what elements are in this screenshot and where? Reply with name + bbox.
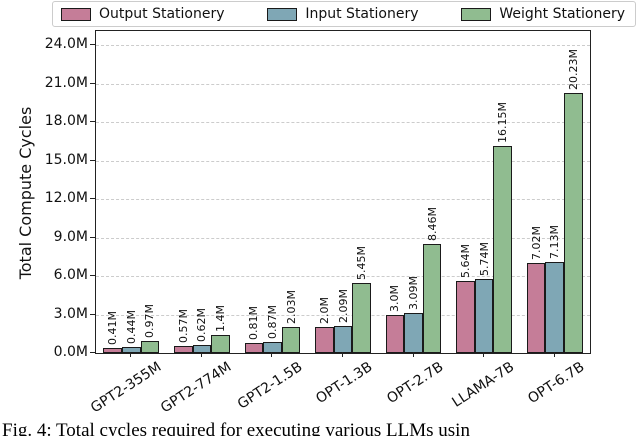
bar-value-label: 0.44M <box>124 310 138 345</box>
bar-value-label: 2.0M <box>317 297 331 325</box>
bar-value-label: 7.13M <box>548 224 562 259</box>
legend-item-input-stationery: Input Stationery <box>267 6 419 22</box>
x-category-label-gpt2-355m: GPT2-355M <box>87 359 165 417</box>
bar-weight-stationery-llama-7b <box>493 145 513 353</box>
bar-value-label: 20.23M <box>566 49 580 91</box>
bar-value-label: 5.64M <box>459 243 473 278</box>
bar-output-stationery-llama-7b <box>456 280 475 353</box>
y-tick-label: 24.0M <box>44 36 88 52</box>
x-tick-mark <box>342 352 343 357</box>
bar-input-stationery-opt-1.3b <box>333 326 353 353</box>
y-gridline <box>96 314 590 316</box>
y-gridline <box>96 160 590 162</box>
bar-input-stationery-opt-2.7b <box>404 313 423 353</box>
bar-value-label: 1.4M <box>213 305 227 333</box>
bar-weight-stationery-opt-2.7b <box>422 244 442 353</box>
x-tick-mark <box>130 352 132 357</box>
y-tick-mark <box>90 352 95 353</box>
x-category-label-opt-2.7b: OPT-2.7B <box>384 359 447 408</box>
y-tick-label: 15.0M <box>44 151 88 168</box>
bar-value-label: 0.97M <box>143 303 157 338</box>
x-tick-mark <box>553 352 555 357</box>
bar-value-label: 7.02M <box>529 225 543 260</box>
y-tick-label: 6.0M <box>53 267 88 283</box>
bar-input-stationery-gpt2-774m <box>192 345 212 353</box>
x-category-label-gpt2-774m: GPT2-774M <box>158 359 235 417</box>
bar-weight-stationery-gpt2-1.5b <box>281 326 301 353</box>
x-tick-mark <box>483 352 485 357</box>
bar-weight-stationery-opt-1.3b <box>352 283 371 353</box>
x-category-label-opt-6.7b: OPT-6.7B <box>525 359 588 408</box>
bar-weight-stationery-gpt2-355m <box>140 340 160 353</box>
bar-input-stationery-llama-7b <box>474 279 494 353</box>
bar-output-stationery-gpt2-355m <box>103 347 122 353</box>
bar-value-label: 2.09M <box>336 289 350 324</box>
y-tick-label: 3.0M <box>53 305 88 322</box>
x-tick-mark <box>200 352 202 357</box>
y-tick-label: 0.0M <box>53 344 88 360</box>
bar-input-stationery-opt-6.7b <box>545 261 564 353</box>
bar-value-label: 2.03M <box>284 289 298 324</box>
bar-value-label: 0.41M <box>106 310 120 345</box>
y-gridline <box>96 45 590 46</box>
bar-input-stationery-gpt2-1.5b <box>263 341 282 353</box>
y-tick-label: 21.0M <box>44 74 88 91</box>
y-gridline <box>96 83 590 85</box>
bar-value-label: 8.46M <box>425 207 439 242</box>
weight-stationery-swatch-icon <box>461 7 492 21</box>
input-stationery-swatch-icon <box>267 7 298 21</box>
y-tick-label: 12.0M <box>44 190 88 206</box>
bar-value-label: 3.0M <box>388 284 402 312</box>
bar-value-label: 0.62M <box>195 308 209 343</box>
bar-output-stationery-opt-1.3b <box>315 327 334 353</box>
y-tick-label: 18.0M <box>44 113 88 129</box>
bar-value-label: 16.15M <box>496 101 510 143</box>
legend-item-weight-stationery: Weight Stationery <box>461 6 625 22</box>
bar-input-stationery-gpt2-355m <box>121 347 141 353</box>
legend-label: Input Stationery <box>305 6 419 22</box>
bar-value-label: 0.87M <box>265 304 279 339</box>
bar-weight-stationery-gpt2-774m <box>211 335 230 353</box>
x-tick-mark <box>412 352 414 357</box>
legend-label: Weight Stationery <box>499 6 625 22</box>
y-tick-mark <box>90 313 95 315</box>
y-gridline <box>96 122 590 123</box>
y-tick-mark <box>90 82 95 84</box>
y-gridline <box>96 199 590 200</box>
legend-item-output-stationery: Output Stationery <box>61 6 225 22</box>
bar-output-stationery-gpt2-774m <box>173 345 193 353</box>
legend-label: Output Stationery <box>99 6 225 22</box>
bar-value-label: 0.57M <box>176 308 190 343</box>
bar-value-label: 0.81M <box>247 305 261 340</box>
y-tick-label: 9.0M <box>53 228 88 245</box>
y-tick-mark <box>90 121 95 122</box>
x-category-label-llama-7b: LLAMA-7B <box>449 359 517 411</box>
y-tick-mark <box>90 44 95 45</box>
x-category-label-opt-1.3b: OPT-1.3B <box>313 359 376 408</box>
figure-caption: Fig. 4: Total cycles required for execut… <box>2 420 470 436</box>
x-category-label-gpt2-1.5b: GPT2-1.5B <box>234 359 306 413</box>
bar-value-label: 5.74M <box>477 242 491 277</box>
bar-output-stationery-opt-2.7b <box>385 314 405 353</box>
chart-legend: Output Stationery Input Stationery Weigh… <box>52 1 636 27</box>
y-tick-mark <box>90 236 95 238</box>
bar-output-stationery-opt-6.7b <box>526 262 546 353</box>
bar-value-label: 5.45M <box>355 246 369 281</box>
bar-value-label: 3.09M <box>407 276 421 311</box>
y-gridline <box>96 276 590 277</box>
y-tick-mark <box>90 159 95 161</box>
bar-weight-stationery-opt-6.7b <box>564 93 583 353</box>
output-stationery-swatch-icon <box>61 7 91 21</box>
plot-area: 0.41M 0.44M 0.97M 0.57M 0.62M 1.4M 0.81M 0.87M 2… <box>95 30 591 354</box>
bar-output-stationery-gpt2-1.5b <box>244 342 264 353</box>
y-tick-mark <box>90 198 95 199</box>
y-tick-mark <box>90 275 95 276</box>
y-gridline <box>96 237 590 239</box>
x-tick-mark <box>271 352 273 357</box>
